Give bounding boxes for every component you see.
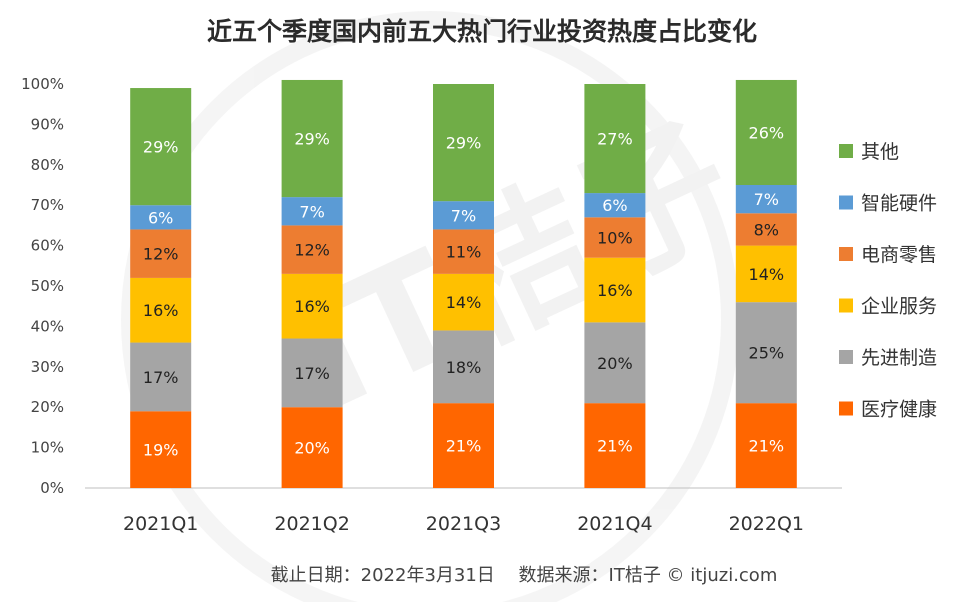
bar-segment xyxy=(130,229,192,278)
bar-segment xyxy=(130,205,192,230)
y-tick-label: 80% xyxy=(31,156,64,174)
legend-label: 其他 xyxy=(861,141,899,163)
y-tick-label: 30% xyxy=(31,358,64,376)
x-tick-label: 2022Q1 xyxy=(729,513,804,535)
y-tick-label: 10% xyxy=(31,439,64,457)
data-label: 21% xyxy=(597,437,633,456)
x-axis-labels: 2021Q1 2021Q2 2021Q3 2021Q4 2022Q1 xyxy=(123,513,804,535)
legend-label: 电商零售 xyxy=(861,244,937,266)
bar-segment xyxy=(584,322,646,404)
source-note: 截止日期：2022年3月31日 数据来源：IT桔子 © itjuzi.com xyxy=(271,565,778,586)
bar-segment xyxy=(130,277,192,343)
bar-segment xyxy=(584,217,646,258)
bar-segment xyxy=(281,338,343,408)
data-label: 20% xyxy=(294,439,330,458)
bar-segment xyxy=(735,245,797,303)
y-tick-label: 60% xyxy=(31,237,64,255)
bar-segment xyxy=(433,229,494,274)
data-label: 14% xyxy=(749,265,785,284)
data-label: 16% xyxy=(143,301,179,320)
data-label: 27% xyxy=(597,130,633,149)
bar-segment xyxy=(735,302,797,404)
y-tick-label: 20% xyxy=(31,398,64,416)
x-tick-label: 2021Q3 xyxy=(426,513,501,535)
legend-swatch xyxy=(839,401,853,416)
bar-segment xyxy=(433,201,494,230)
data-label: 21% xyxy=(446,437,482,456)
x-tick-label: 2021Q4 xyxy=(577,513,652,535)
bar-segment xyxy=(130,411,192,488)
legend-swatch xyxy=(839,195,853,210)
bars: 19% 17% 16% 12% 6% 29% 20% 17% 16% 12% 7% 29% 21% 18%… xyxy=(130,79,797,488)
legend-swatch xyxy=(839,350,853,364)
bar-segment xyxy=(735,213,797,246)
bar-segment xyxy=(130,342,192,412)
bar-segment xyxy=(735,403,797,488)
legend-swatch xyxy=(839,298,853,313)
bar-segment xyxy=(281,225,343,274)
data-label: 16% xyxy=(597,281,633,300)
data-label: 29% xyxy=(143,138,179,157)
data-label: 20% xyxy=(597,354,633,373)
bar-segment xyxy=(735,79,797,185)
y-axis: 0% 10% 20% 30% 40% 50% 60% 70% 80% 90% 100% xyxy=(21,75,64,497)
legend-label: 企业服务 xyxy=(861,296,937,318)
bar-segment xyxy=(735,185,797,214)
bar-segment xyxy=(281,197,343,226)
svg-text:IT桔子: IT桔子 xyxy=(271,93,760,444)
bar-segment xyxy=(584,257,646,323)
y-tick-label: 40% xyxy=(31,317,64,335)
x-tick-label: 2021Q1 xyxy=(123,513,198,535)
bar-segment xyxy=(584,193,646,218)
bar-segment xyxy=(281,273,343,339)
data-label: 12% xyxy=(294,241,330,260)
x-tick-label: 2021Q2 xyxy=(274,513,349,535)
y-tick-label: 0% xyxy=(40,479,64,497)
data-label: 7% xyxy=(299,202,324,221)
data-label: 12% xyxy=(143,245,179,264)
data-label: 10% xyxy=(597,229,633,248)
bar-segment xyxy=(433,84,494,202)
data-label: 6% xyxy=(148,208,173,227)
data-label: 29% xyxy=(446,134,482,153)
data-label: 11% xyxy=(446,243,482,262)
legend-swatch xyxy=(839,247,853,261)
bar-segment xyxy=(584,84,646,194)
data-label: 21% xyxy=(749,437,785,456)
chart-title: 近五个季度国内前五大热门行业投资热度占比变化 xyxy=(207,17,757,46)
y-tick-label: 70% xyxy=(31,196,64,214)
bar-segment xyxy=(433,330,494,404)
bar-segment xyxy=(584,403,646,488)
data-label: 7% xyxy=(451,206,476,225)
legend-label: 智能硬件 xyxy=(861,193,937,215)
data-label: 17% xyxy=(294,364,330,383)
data-label: 14% xyxy=(446,293,482,312)
data-label: 8% xyxy=(754,220,779,239)
legend-label: 医疗健康 xyxy=(861,399,937,421)
data-label: 19% xyxy=(143,441,179,460)
data-label: 6% xyxy=(602,196,627,215)
y-tick-label: 100% xyxy=(21,75,64,93)
data-label: 29% xyxy=(294,130,330,149)
y-tick-label: 90% xyxy=(31,115,64,133)
legend-label: 先进制造 xyxy=(861,347,937,369)
data-label: 17% xyxy=(143,368,179,387)
data-label: 16% xyxy=(294,297,330,316)
data-label: 7% xyxy=(754,190,779,209)
bar-segment xyxy=(281,407,343,488)
data-label: 25% xyxy=(749,344,785,363)
bar-segment xyxy=(281,79,343,198)
y-tick-label: 50% xyxy=(31,277,64,295)
bar-segment xyxy=(433,403,494,488)
data-label: 26% xyxy=(749,123,785,142)
legend-swatch xyxy=(839,144,853,158)
bar-segment xyxy=(433,273,494,331)
bar-segment xyxy=(130,88,192,206)
data-label: 18% xyxy=(446,358,482,377)
